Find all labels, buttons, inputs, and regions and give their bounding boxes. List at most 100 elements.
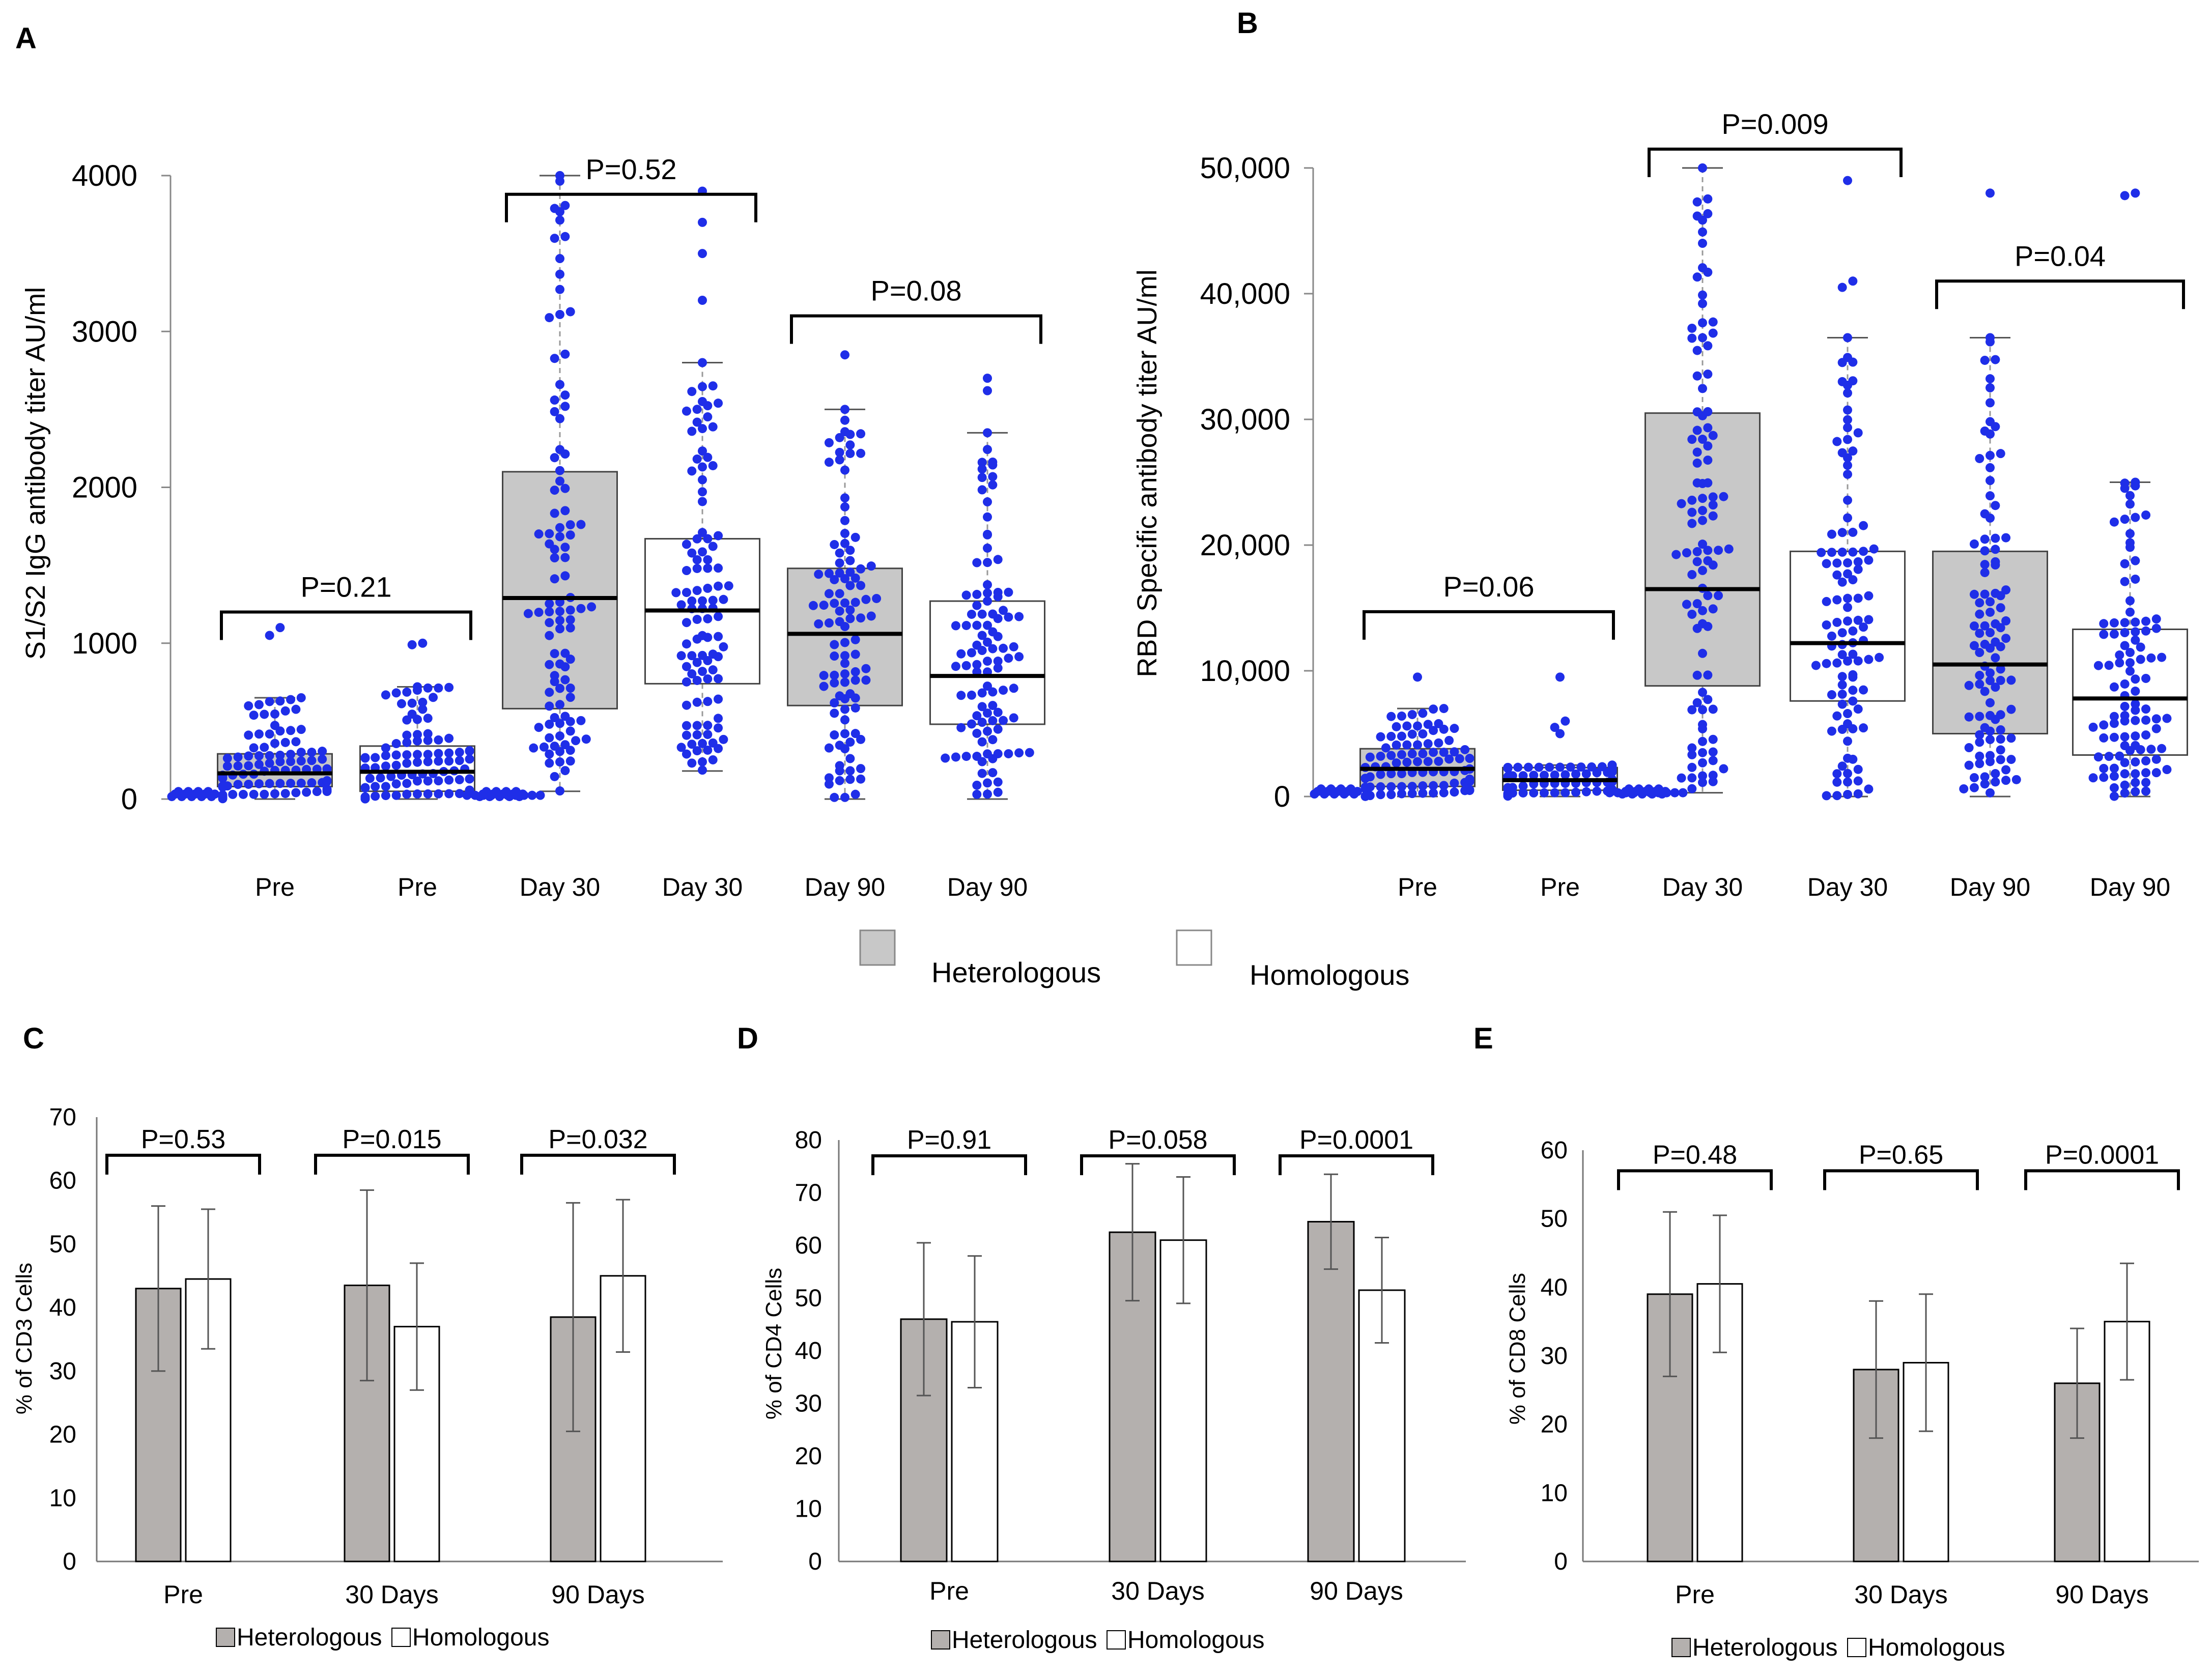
category-label: 30 Days xyxy=(345,1580,438,1609)
data-point xyxy=(286,779,296,788)
data-point xyxy=(1687,773,1697,783)
data-point xyxy=(988,754,998,763)
data-point xyxy=(999,716,1008,725)
data-point xyxy=(845,775,855,784)
data-point xyxy=(1975,671,1984,680)
data-point xyxy=(565,623,575,633)
panel-a-box-swarm: A S1/S2 IgG antibody titer AU/ml 0 1000 20… xyxy=(15,22,1045,901)
y-axis-label-a: S1/S2 IgG antibody titer AU/ml xyxy=(20,287,51,660)
data-point xyxy=(1986,188,1995,198)
data-point xyxy=(824,589,834,599)
data-point xyxy=(840,350,849,360)
data-point xyxy=(1853,615,1863,625)
data-point xyxy=(254,700,264,709)
data-point xyxy=(238,789,248,799)
data-point xyxy=(1986,698,1995,707)
data-point xyxy=(418,638,428,648)
data-point xyxy=(1975,759,1984,769)
data-point xyxy=(1687,333,1697,343)
data-point xyxy=(1365,791,1375,801)
data-point xyxy=(1848,575,1858,585)
data-point xyxy=(2136,745,2145,755)
data-point xyxy=(555,207,564,216)
data-point xyxy=(2120,758,2130,768)
data-point xyxy=(322,764,332,774)
data-point xyxy=(1386,712,1396,721)
data-point xyxy=(698,358,707,367)
data-point xyxy=(840,729,849,738)
data-point xyxy=(291,704,301,714)
legend-label-homologous: Homologous xyxy=(412,1624,549,1651)
data-point xyxy=(961,661,971,670)
data-point xyxy=(555,254,564,264)
legend-swatch-homologous xyxy=(1847,1638,1866,1657)
data-point xyxy=(1975,712,1984,721)
data-point xyxy=(1980,589,1990,599)
data-point xyxy=(2120,732,2130,742)
data-point xyxy=(1832,777,1842,787)
data-point xyxy=(1703,591,1713,601)
data-point xyxy=(845,546,855,555)
data-point xyxy=(856,448,866,458)
data-point xyxy=(840,715,849,725)
data-point xyxy=(1450,787,1459,797)
data-point xyxy=(545,529,554,538)
data-point xyxy=(692,417,702,427)
data-point xyxy=(1518,788,1528,798)
data-point xyxy=(2141,715,2151,725)
data-point xyxy=(1832,570,1842,580)
data-point xyxy=(698,475,707,485)
data-point xyxy=(856,764,866,774)
data-point xyxy=(381,761,390,771)
data-point xyxy=(1996,675,2005,685)
data-point xyxy=(218,790,228,800)
data-point xyxy=(1605,788,1614,798)
data-point xyxy=(682,639,691,649)
data-point xyxy=(2131,674,2140,684)
data-point xyxy=(983,588,992,598)
data-point xyxy=(1991,545,2000,554)
data-point xyxy=(1708,431,1718,440)
data-point xyxy=(2001,634,2011,643)
data-point xyxy=(856,613,866,623)
data-point xyxy=(2125,666,2135,676)
data-point xyxy=(249,743,259,753)
data-point xyxy=(545,688,554,697)
data-point xyxy=(698,757,707,766)
data-point xyxy=(1397,731,1406,741)
data-point xyxy=(1692,371,1702,381)
data-point xyxy=(465,774,474,784)
data-point xyxy=(2125,491,2135,500)
data-point xyxy=(2131,481,2140,491)
data-point xyxy=(1529,771,1539,780)
data-point xyxy=(983,681,992,691)
data-point xyxy=(1843,616,1852,626)
data-point xyxy=(824,779,834,789)
data-point xyxy=(2115,658,2124,668)
data-point xyxy=(2109,783,2119,792)
data-point xyxy=(1848,446,1858,456)
data-point xyxy=(2125,596,2135,606)
data-point xyxy=(2131,635,2140,645)
data-point xyxy=(1418,781,1428,791)
data-point xyxy=(961,752,971,761)
data-point xyxy=(555,285,564,294)
data-point xyxy=(555,719,564,728)
data-point xyxy=(555,731,564,741)
data-point xyxy=(967,648,976,658)
data-point xyxy=(550,395,559,405)
data-point xyxy=(1708,771,1718,780)
data-point xyxy=(983,497,992,507)
data-point xyxy=(840,538,849,548)
data-point xyxy=(1822,596,1831,606)
data-point xyxy=(840,694,849,704)
data-point xyxy=(1991,769,2000,779)
data-point xyxy=(2109,772,2119,781)
data-point xyxy=(2088,722,2098,732)
data-point xyxy=(1698,299,1707,308)
data-point xyxy=(470,790,480,800)
p-value-label: P=0.52 xyxy=(585,153,676,185)
data-point xyxy=(972,558,982,567)
data-point xyxy=(222,761,232,771)
data-point xyxy=(967,719,976,729)
